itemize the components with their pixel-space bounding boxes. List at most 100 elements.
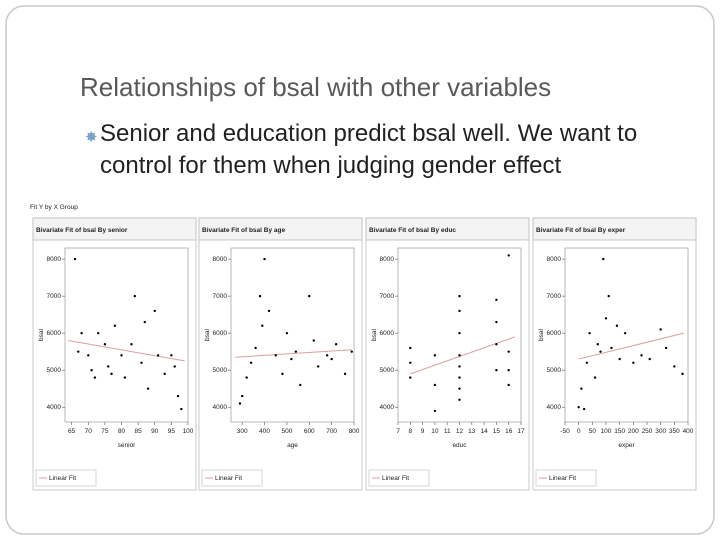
panel-header [32, 217, 197, 241]
point [458, 294, 461, 298]
bullet-box: Senior and education predict bsal well. … [100, 120, 638, 179]
point [238, 402, 242, 405]
point [458, 398, 461, 401]
point [659, 328, 662, 331]
x-tick-label: 100 [601, 428, 612, 435]
bullet-icon: ✸ [85, 129, 98, 146]
point [593, 376, 597, 379]
x-tick-label: 700 [326, 428, 337, 435]
y-axis-label: bsal [38, 328, 45, 340]
x-tick-label: 300 [237, 428, 248, 435]
point [245, 376, 248, 379]
x-tick-label: 14 [480, 428, 488, 435]
legend-box [535, 469, 597, 487]
point [607, 294, 610, 298]
y-tick-label: 6000 [47, 330, 62, 337]
point [107, 365, 110, 368]
x-tick-label: 500 [281, 428, 292, 435]
point [317, 365, 320, 368]
window-title: Fit Y by X Group [30, 204, 78, 211]
panel-title: Bivariate Fit of bsal By senior [36, 227, 128, 234]
y-tick-label: 8000 [47, 256, 62, 263]
point [93, 376, 97, 379]
x-tick-label: 100 [183, 428, 194, 435]
slide-title: Relationships of bsal with other variabl… [80, 72, 551, 102]
point [267, 309, 271, 313]
point [240, 394, 244, 398]
point [458, 387, 461, 390]
point [648, 357, 651, 361]
y-tick-label: 5000 [213, 367, 228, 374]
panel-header [365, 217, 530, 241]
point [458, 376, 461, 379]
fit-line [235, 349, 352, 358]
point [458, 365, 461, 368]
bullet-text: Senior and education predict bsal well. … [100, 120, 638, 179]
point [294, 350, 298, 353]
point [632, 361, 635, 364]
x-tick-label: 17 [517, 428, 525, 435]
fit-line [410, 336, 516, 375]
point [409, 346, 412, 350]
point [290, 357, 293, 361]
legend-label: Linear Fit [49, 475, 76, 482]
point [77, 350, 80, 353]
x-tick-label: -50 [560, 428, 570, 435]
y-tick-label: 6000 [213, 330, 228, 337]
x-tick-label: 800 [349, 428, 360, 435]
y-axis-label: bsal [371, 328, 378, 340]
x-tick-label: 13 [468, 428, 476, 435]
y-tick-label: 7000 [213, 293, 228, 300]
x-tick-label: 200 [628, 428, 639, 435]
x-tick-label: 0 [577, 428, 581, 435]
panel-title: Bivariate Fit of bsal By educ [369, 227, 456, 234]
panel-title: Bivariate Fit of bsal By age [202, 227, 285, 234]
point [143, 320, 146, 324]
point [495, 298, 498, 302]
plot-area [564, 247, 689, 423]
y-tick-label: 8000 [547, 256, 562, 263]
point [602, 257, 605, 261]
x-tick-label: 12 [456, 428, 464, 435]
point [173, 365, 176, 368]
x-tick-label: 95 [168, 428, 176, 435]
point [615, 324, 619, 327]
point [604, 317, 608, 320]
x-axis-label: age [287, 442, 298, 449]
point [120, 354, 123, 357]
x-tick-label: 350 [669, 428, 680, 435]
panel-frame [32, 217, 197, 491]
point [140, 361, 143, 364]
point [80, 331, 83, 335]
y-tick-label: 7000 [380, 293, 395, 300]
y-tick-label: 5000 [380, 367, 395, 374]
point [146, 387, 150, 390]
x-tick-label: 300 [655, 428, 666, 435]
point [409, 376, 412, 379]
point [180, 407, 183, 411]
x-axis-label: exper [618, 442, 635, 449]
point [130, 343, 133, 346]
legend-box [368, 469, 430, 487]
point [254, 346, 257, 350]
y-tick-label: 4000 [213, 404, 228, 411]
x-tick-label: 7 [396, 428, 400, 435]
point [507, 368, 510, 372]
point [596, 343, 599, 346]
point [433, 383, 437, 387]
point [263, 257, 266, 261]
point [274, 354, 277, 357]
x-tick-label: 70 [85, 428, 93, 435]
point [610, 346, 613, 350]
x-tick-label: 75 [101, 428, 109, 435]
point [495, 343, 498, 346]
x-tick-label: 65 [68, 428, 76, 435]
x-tick-label: 8 [408, 428, 412, 435]
point [664, 346, 668, 350]
y-axis-label: bsal [204, 328, 211, 340]
y-tick-label: 8000 [213, 256, 228, 263]
point [249, 361, 253, 364]
legend-label: Linear Fit [215, 475, 242, 482]
